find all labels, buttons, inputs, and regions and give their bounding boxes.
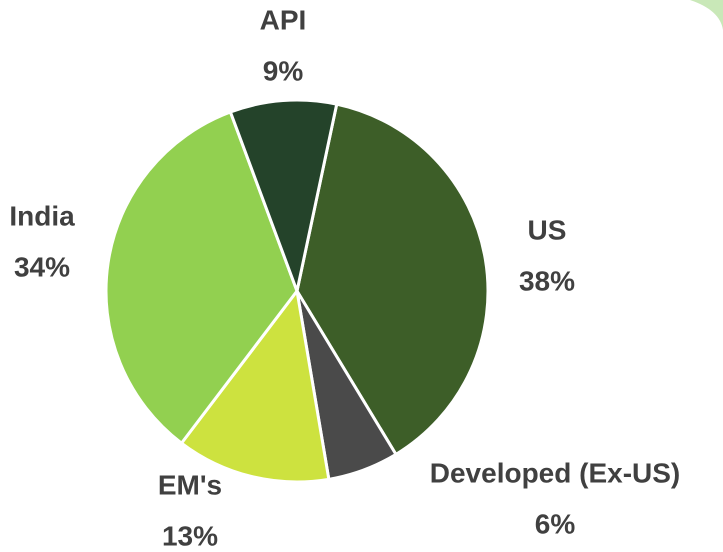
slice-label: US [528,214,567,245]
slice-label: API [260,4,307,35]
pie-slice [295,102,490,456]
slice-label: India [9,200,75,231]
slice-value-label: 9% [263,55,304,86]
slice-value-label: 13% [162,520,218,551]
slice-label: EM's [158,469,222,500]
pie-slice [104,110,299,445]
slice-value-label: 6% [535,508,576,539]
slice-label: Developed (Ex-US) [430,457,681,488]
slice-value-label: 38% [519,265,575,296]
decoration [690,0,723,30]
pie-slice [180,289,331,484]
slice-value-label: 34% [14,251,70,282]
pie-slice [228,98,339,293]
